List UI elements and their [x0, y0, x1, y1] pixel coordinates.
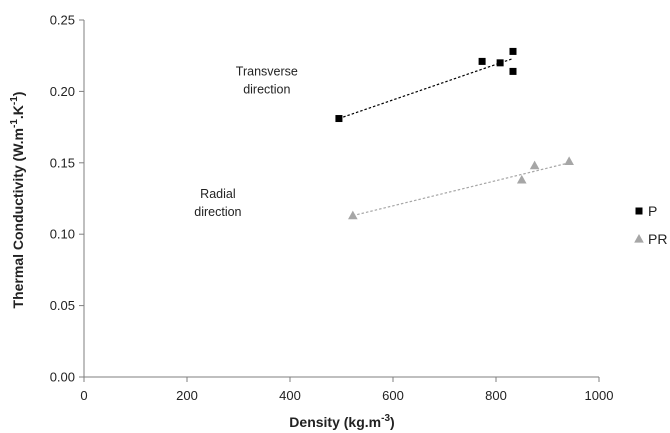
y-tick-label: 0.05 — [50, 298, 75, 313]
y-tick-label: 0.20 — [50, 84, 75, 99]
legend-label-pr: PR — [648, 231, 667, 247]
axes: 0.00 0.05 0.10 0.15 0.20 0.25 0 200 400 600 800 100… — [50, 13, 614, 404]
legend: P PR — [634, 203, 667, 247]
x-tick-label: 200 — [176, 388, 198, 403]
point-pr — [529, 160, 540, 170]
x-tick-label: 1000 — [585, 388, 614, 403]
annotation-1: Radial direction — [194, 187, 241, 219]
point-p — [335, 115, 343, 123]
point-pr — [516, 174, 527, 184]
x-tick-label: 0 — [80, 388, 87, 403]
point-pr — [348, 210, 358, 220]
annotations: Transverse direction Radial direction — [194, 64, 298, 219]
trendline-pr — [352, 162, 570, 217]
point-p — [509, 67, 517, 75]
y-axis-title: Thermal Conductivity (W.m-1.K-1) — [9, 92, 26, 309]
trendline-p — [338, 57, 514, 120]
point-p — [478, 57, 486, 65]
x-tick-label: 600 — [382, 388, 404, 403]
data-points — [335, 47, 574, 220]
x-tick-label: 400 — [279, 388, 301, 403]
annotation-0: Transverse direction — [236, 64, 298, 96]
y-tick-label: 0.15 — [50, 155, 75, 170]
legend-label-p: P — [648, 203, 657, 219]
x-tick-label: 800 — [485, 388, 507, 403]
legend-marker-p — [635, 207, 643, 215]
point-p — [509, 47, 517, 55]
legend-marker-pr — [634, 234, 644, 243]
trendlines — [338, 57, 570, 217]
y-tick-label: 0.00 — [50, 370, 75, 385]
point-p — [496, 59, 504, 67]
y-tick-label: 0.25 — [50, 13, 75, 28]
y-tick-label: 0.10 — [50, 227, 75, 242]
point-pr — [564, 156, 574, 165]
x-axis-title: Density (kg.m-3) — [289, 413, 394, 430]
